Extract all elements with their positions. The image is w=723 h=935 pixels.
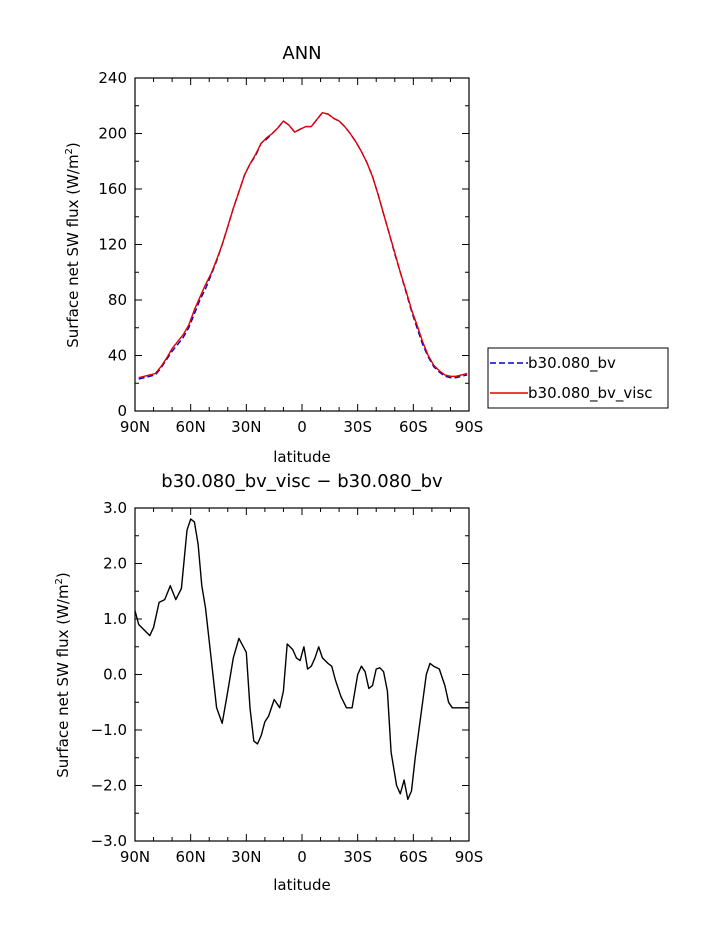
top-series-line-2 — [138, 111, 468, 379]
bottom-plot-frame — [134, 507, 470, 842]
bottom-x-tick-label: 30N — [231, 848, 261, 866]
top-y-tick-label: 120 — [98, 236, 127, 254]
top-x-tick-label: 60N — [176, 418, 206, 436]
top-x-tick-label: 30S — [343, 418, 372, 436]
bottom-y-tick-label: −1.0 — [91, 721, 127, 739]
top-y-axis-label-sup: 2 — [64, 148, 75, 154]
top-x-tick-label: 0 — [297, 418, 307, 436]
bottom-y-axis-label-sup: 2 — [54, 578, 65, 584]
top-y-tick-label: 200 — [98, 125, 127, 143]
top-x-axis-label: latitude — [273, 448, 331, 466]
top-y-tick-label: 240 — [98, 69, 127, 87]
bottom-x-tick-label: 60S — [399, 848, 428, 866]
bottom-x-tick-label: 0 — [297, 848, 307, 866]
legend-frame — [487, 347, 669, 409]
bottom-y-tick-label: −3.0 — [91, 832, 127, 850]
top-x-tick-label: 90S — [455, 418, 484, 436]
bottom-y-tick-label: 0.0 — [103, 666, 127, 684]
bottom-y-tick-label: 2.0 — [103, 555, 127, 573]
bottom-axis-ticks: 90N 60N 30N 0 30S 60S 90S −3.0 −2.0 −1.0 0.0 1.0 2.0… — [91, 499, 484, 866]
top-series-line-1 — [138, 111, 468, 380]
top-axis-ticks: 90N 60N 30N 0 30S 60S 90S 0 40 80 120 160 200 240 — [98, 69, 483, 436]
legend-label-series-2: b30.080_bv_visc — [528, 384, 653, 403]
top-y-tick-label: 160 — [98, 180, 127, 198]
top-x-tick-label: 90N — [120, 418, 150, 436]
bottom-y-tick-label: 1.0 — [103, 610, 127, 628]
bottom-series-group — [134, 518, 469, 801]
bottom-series-line-1 — [134, 518, 469, 801]
bottom-y-axis-label-main: Surface net SW flux (W/m — [54, 584, 72, 777]
top-chart-title: ANN — [282, 43, 321, 64]
top-y-axis-label: Surface net SW flux (W/m2) — [64, 142, 82, 348]
bottom-chart-panel: b30.080_bv_visc − b30.080_bv 90N 60N 30N 0 3… — [54, 471, 483, 894]
top-x-tick-label: 30N — [231, 418, 261, 436]
top-chart-panel: ANN 90N 60N 30N 0 30S 60S 90S 0 40 80 120 160 200 240… — [64, 43, 483, 466]
bottom-y-axis-label-close: ) — [54, 572, 72, 578]
top-series-group — [138, 111, 468, 380]
bottom-x-axis-label: latitude — [273, 876, 331, 894]
top-y-axis-label-main: Surface net SW flux (W/m — [64, 154, 82, 347]
bottom-x-tick-label: 90N — [120, 848, 150, 866]
bottom-chart-title: b30.080_bv_visc − b30.080_bv — [161, 471, 443, 492]
top-y-tick-label: 80 — [108, 291, 127, 309]
bottom-y-tick-label: 3.0 — [103, 499, 127, 517]
top-y-tick-label: 40 — [108, 347, 127, 365]
top-y-axis-label-close: ) — [64, 142, 82, 148]
bottom-y-tick-label: −2.0 — [91, 777, 127, 795]
legend-label-series-1: b30.080_bv — [528, 354, 616, 373]
bottom-y-axis-label: Surface net SW flux (W/m2) — [54, 572, 72, 778]
top-x-tick-label: 60S — [399, 418, 428, 436]
bottom-x-tick-label: 90S — [455, 848, 484, 866]
bottom-x-tick-label: 30S — [343, 848, 372, 866]
top-chart-legend: b30.080_bv b30.080_bv_visc — [487, 347, 669, 409]
bottom-x-tick-label: 60N — [176, 848, 206, 866]
top-y-tick-label: 0 — [117, 402, 127, 420]
